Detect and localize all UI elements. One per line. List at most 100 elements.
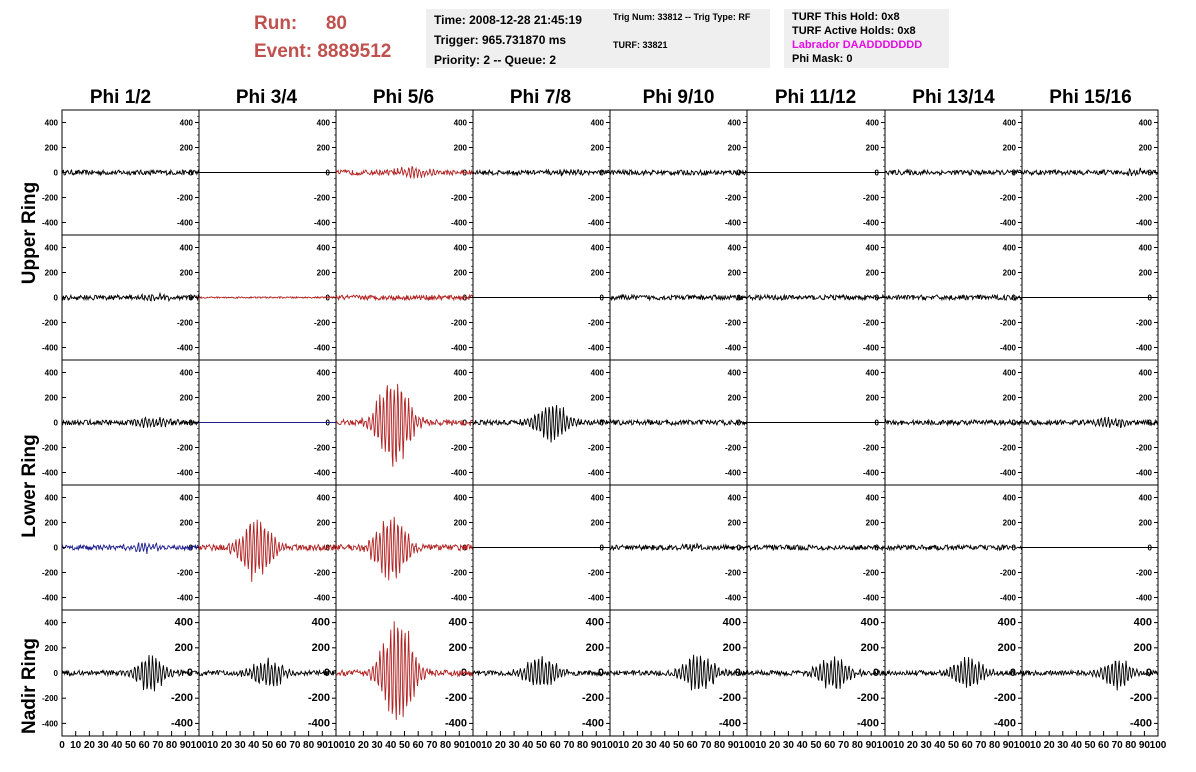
x-tick-label: 80 [440,740,452,751]
y-tick-label: 0 [326,294,331,303]
y-tick-label: 200 [1139,394,1153,403]
x-tick-label: 60 [687,740,699,751]
y-tick-label: -200 [857,692,879,704]
y-tick-label: -200 [725,194,742,203]
y-tick-label: -400 [863,219,880,228]
left-y-tick-label: -400 [42,344,59,353]
y-tick-label: -400 [725,594,742,603]
left-y-tick-label: 200 [45,519,59,528]
y-tick-label: 0 [187,667,193,679]
y-tick-label: 400 [454,244,468,253]
left-y-tick-label: -200 [42,319,59,328]
y-tick-label: 400 [454,494,468,503]
y-tick-label: -400 [994,717,1016,729]
y-tick-label: -200 [1130,692,1152,704]
y-tick-label: -400 [451,219,468,228]
waveform-trace [198,657,337,687]
x-tick-label: 70 [289,740,301,751]
y-tick-label: 200 [454,394,468,403]
y-tick-label: -200 [725,444,742,453]
y-tick-label: 200 [591,394,605,403]
y-tick-label: 200 [861,642,879,654]
turf-text: TURF: 33821 [613,40,668,50]
y-tick-label: 0 [463,419,468,428]
x-tick-label: 60 [276,740,288,751]
y-tick-label: 200 [728,269,742,278]
waveform-trace [335,516,474,581]
y-tick-label: 0 [326,169,331,178]
waveform-trace [1021,167,1159,177]
y-tick-label: 400 [317,244,331,253]
waveform-trace [746,656,886,689]
run-value: 80 [325,13,347,34]
x-tick-label: 20 [358,740,370,751]
x-tick-label: 60 [413,740,425,751]
x-tick-label: 80 [166,740,178,751]
waveform-trace [472,656,610,686]
x-tick-label: 10 [1030,740,1042,751]
y-tick-label: 200 [866,269,880,278]
y-tick-label: 0 [737,544,742,553]
y-tick-label: -200 [177,319,194,328]
y-tick-label: -400 [588,219,605,228]
y-tick-label: 0 [189,419,194,428]
y-tick-label: 200 [317,269,331,278]
waveform-trace [884,418,1023,427]
y-tick-label: 200 [591,144,605,153]
y-tick-label: 400 [317,369,331,378]
y-tick-label: -400 [1000,344,1017,353]
y-tick-label: 400 [317,119,331,128]
y-tick-label: -400 [725,469,742,478]
event-label: Event: [254,41,313,62]
y-tick-label: -200 [725,319,742,328]
y-tick-label: -200 [171,692,193,704]
x-tick-label: 100 [328,740,345,751]
y-tick-label: 200 [1134,642,1152,654]
x-tick-label: 70 [1112,740,1124,751]
y-tick-label: -400 [177,594,194,603]
x-tick-label: 10 [344,740,356,751]
x-tick-label: 60 [824,740,836,751]
column-header-phi-9-10: Phi 9/10 [642,87,715,108]
trigger-text: Trigger: 965.731870 ms [434,33,567,47]
waveform-trace [609,418,748,427]
x-tick-label: 70 [563,740,575,751]
x-tick-label: 50 [399,740,411,751]
phi-mask-text: Phi Mask: 0 [792,53,853,65]
x-tick-label: 100 [602,740,619,751]
waveform-trace [61,542,200,555]
priority-text: Priority: 2 -- Queue: 2 [434,53,557,67]
y-tick-label: 400 [866,119,880,128]
y-tick-label: -200 [994,692,1016,704]
y-tick-label: 400 [180,119,194,128]
y-tick-label: 400 [728,369,742,378]
x-tick-label: 70 [838,740,850,751]
x-tick-label: 30 [235,740,247,751]
y-tick-label: 200 [591,519,605,528]
waveform-trace [609,654,748,691]
y-tick-label: -200 [308,692,330,704]
column-header-phi-5-6: Phi 5/6 [372,87,435,108]
x-tick-label: 20 [221,740,233,751]
x-tick-label: 60 [1098,740,1110,751]
x-tick-label: 10 [70,740,82,751]
y-tick-label: 400 [1134,617,1152,629]
y-tick-label: -200 [1000,319,1017,328]
y-tick-label: 0 [600,544,605,553]
y-tick-label: 0 [735,667,741,679]
x-tick-label: 50 [673,740,685,751]
y-tick-label: 200 [317,144,331,153]
y-tick-label: 200 [317,394,331,403]
column-header-phi-7-8: Phi 7/8 [509,87,572,108]
y-tick-label: -200 [863,194,880,203]
left-y-tick-label: -400 [42,594,59,603]
x-tick-label: 10 [481,740,493,751]
panel-frame [746,234,886,361]
y-tick-label: 200 [866,144,880,153]
y-tick-label: 400 [454,369,468,378]
x-tick-label: 30 [509,740,521,751]
waveform-trace [885,543,1023,552]
y-tick-label: -400 [719,717,741,729]
y-tick-label: 400 [1139,369,1153,378]
